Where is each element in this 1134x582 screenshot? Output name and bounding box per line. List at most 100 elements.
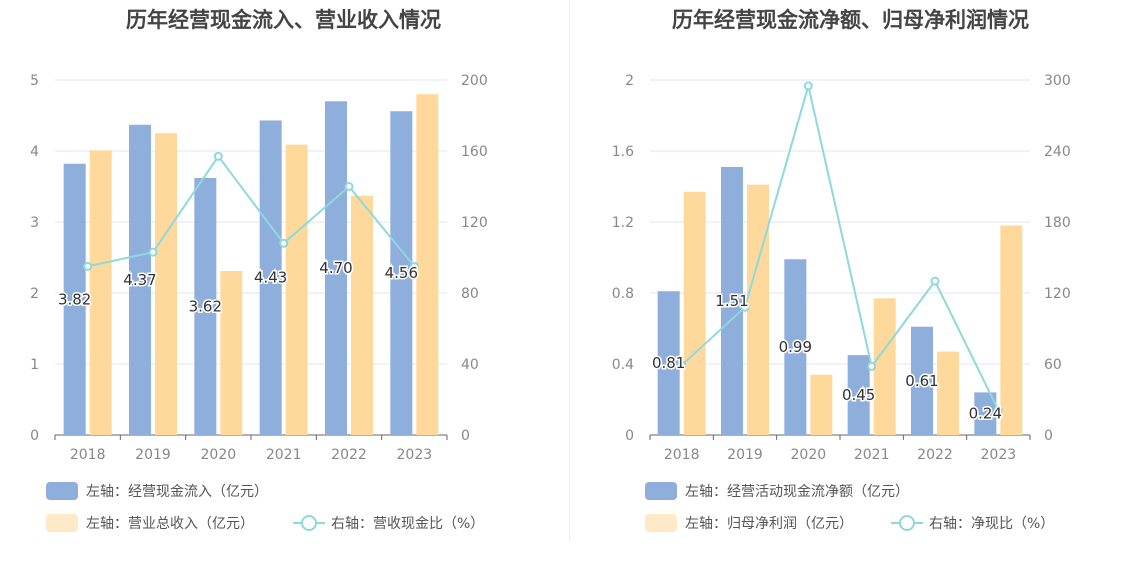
y-right-tick-label: 160: [461, 144, 488, 160]
bar-secondary: [220, 270, 243, 435]
y-right-tick-label: 0: [1044, 428, 1053, 444]
bar-primary: [657, 291, 680, 435]
y-right-tick-label: 80: [461, 286, 479, 302]
legend-label: 左轴：经营活动现金流净额（亿元）: [685, 484, 909, 500]
bar-secondary: [683, 191, 706, 435]
bar-data-label: 1.51: [715, 292, 748, 310]
bar-secondary: [89, 150, 112, 436]
y-left-tick-label: 0.8: [612, 286, 634, 302]
y-right-tick-label: 0: [461, 428, 470, 444]
y-right-tick-label: 60: [1044, 357, 1062, 373]
x-axis-tick-label: 2023: [981, 447, 1017, 463]
y-left-tick-label: 0: [625, 428, 634, 444]
chart-panel-cash-inflow: 历年经营现金流入、营业收入情况 0 1 2 3 4 5 0 40 80 120 160 200 2018…: [30, 8, 488, 533]
legend-swatch-blue: [46, 482, 78, 500]
legend-swatch-orange: [46, 514, 78, 532]
y-right-tick-label: 200: [461, 73, 488, 89]
bar-data-label: 4.43: [254, 269, 287, 287]
y-right-tick-label: 120: [1044, 286, 1071, 302]
y-right-tick-label: 40: [461, 357, 479, 373]
line-point: [803, 81, 813, 91]
bar-primary: [911, 326, 933, 435]
legend-label: 左轴：营业总收入（亿元）: [86, 516, 254, 532]
y-left-tick-label: 1.6: [612, 144, 634, 160]
bar-primary: [129, 124, 151, 435]
chart-title: 历年经营现金流净额、归母净利润情况: [672, 8, 1029, 32]
y-left-tick-label: 5: [30, 73, 39, 89]
x-axis-tick-label: 2021: [854, 447, 890, 463]
legend-item-line[interactable]: 右轴：营收现金比（%）: [293, 513, 484, 533]
legend-swatch-orange: [645, 514, 677, 532]
bar-data-label: 0.24: [969, 405, 1002, 423]
x-axis-tick-label: 2022: [331, 447, 367, 463]
bar-primary: [721, 166, 743, 435]
bar-secondary: [416, 94, 439, 435]
bar-data-label: 4.37: [123, 271, 156, 289]
line-point: [993, 405, 1003, 415]
line-point: [83, 261, 93, 271]
y-left-tick-label: 4: [30, 144, 39, 160]
x-axis-tick-label: 2018: [664, 447, 700, 463]
line-point: [930, 276, 940, 286]
legend-label: 左轴：经营现金流入（亿元）: [86, 484, 268, 500]
line-point: [409, 261, 419, 271]
y-right-tick-label: 300: [1044, 73, 1071, 89]
y-left-tick-label: 1: [30, 357, 39, 373]
legend-item-bar-secondary[interactable]: 左轴：营业总收入（亿元）: [46, 513, 254, 533]
line-point: [213, 151, 223, 161]
legend-item-bar-primary[interactable]: 左轴：经营活动现金流净额（亿元）: [645, 481, 909, 501]
bar-primary: [847, 355, 870, 435]
line-point: [677, 360, 687, 370]
legend-label: 右轴：营收现金比（%）: [331, 516, 485, 532]
bar-data-label: 0.61: [905, 372, 938, 390]
legend-label: 右轴：净现比（%）: [929, 516, 1055, 532]
bar-secondary: [873, 298, 896, 435]
bar-primary: [390, 111, 413, 436]
y-right-tick-label: 240: [1044, 144, 1071, 160]
x-axis-tick-label: 2018: [70, 447, 106, 463]
bar-data-label: 3.82: [58, 290, 91, 308]
bar-secondary: [810, 374, 833, 435]
y-left-tick-label: 2: [625, 73, 634, 89]
legend-swatch-blue: [645, 482, 677, 500]
line-point: [344, 182, 354, 191]
line-point: [148, 247, 158, 257]
legend-item-bar-secondary[interactable]: 左轴：归母净利润（亿元）: [645, 513, 853, 533]
legend-item-bar-primary[interactable]: 左轴：经营现金流入（亿元）: [46, 481, 268, 501]
bar-primary: [974, 392, 997, 435]
bar-primary: [784, 259, 807, 435]
x-axis-tick-label: 2023: [397, 447, 433, 463]
x-axis-tick-label: 2021: [266, 447, 302, 463]
x-axis-tick-label: 2020: [791, 447, 827, 463]
bar-primary: [259, 120, 282, 435]
y-left-tick-label: 0: [30, 428, 39, 444]
bar-secondary: [155, 133, 177, 435]
chart-title: 历年经营现金流入、营业收入情况: [126, 8, 441, 32]
chart-panel-net-cash: 历年经营现金流净额、归母净利润情况 0 0.4 0.8 1.2 1.6 2 0 60 120 18…: [567, 0, 1134, 582]
chart-plot-area: 0 0.4 0.8 1.2 1.6 2 0 60 120 180 240 300 2018 2019 202…: [612, 73, 1071, 463]
bar-secondary: [1000, 225, 1023, 435]
x-axis-tick-label: 2022: [917, 447, 953, 463]
bar-primary: [194, 177, 217, 436]
legend-label: 左轴：归母净利润（亿元）: [685, 516, 853, 532]
line-series: [87, 154, 416, 268]
bar-primary: [63, 163, 86, 435]
bar-data-label: 0.99: [779, 338, 812, 356]
y-left-tick-label: 3: [30, 215, 39, 231]
x-axis-tick-label: 2020: [201, 447, 237, 463]
y-right-tick-label: 180: [1044, 215, 1071, 231]
line-point: [867, 361, 877, 371]
legend-item-line[interactable]: 右轴：净现比（%）: [891, 513, 1054, 533]
chart-plot-area: 0 1 2 3 4 5 0 40 80 120 160 200 2018 2019 2020 2021 2022…: [30, 73, 488, 463]
panel-divider: [569, 0, 570, 540]
bar-secondary: [747, 184, 769, 435]
bar-data-label: 0.45: [842, 386, 875, 404]
y-right-tick-label: 120: [461, 215, 488, 231]
bar-secondary: [937, 351, 959, 435]
y-left-tick-label: 1.2: [612, 215, 634, 231]
bar-data-label: 3.62: [189, 297, 222, 315]
line-series: [680, 85, 1000, 411]
bar-primary: [325, 101, 347, 436]
x-axis-tick-label: 2019: [727, 447, 763, 463]
legend-line-marker-icon: [293, 514, 325, 532]
